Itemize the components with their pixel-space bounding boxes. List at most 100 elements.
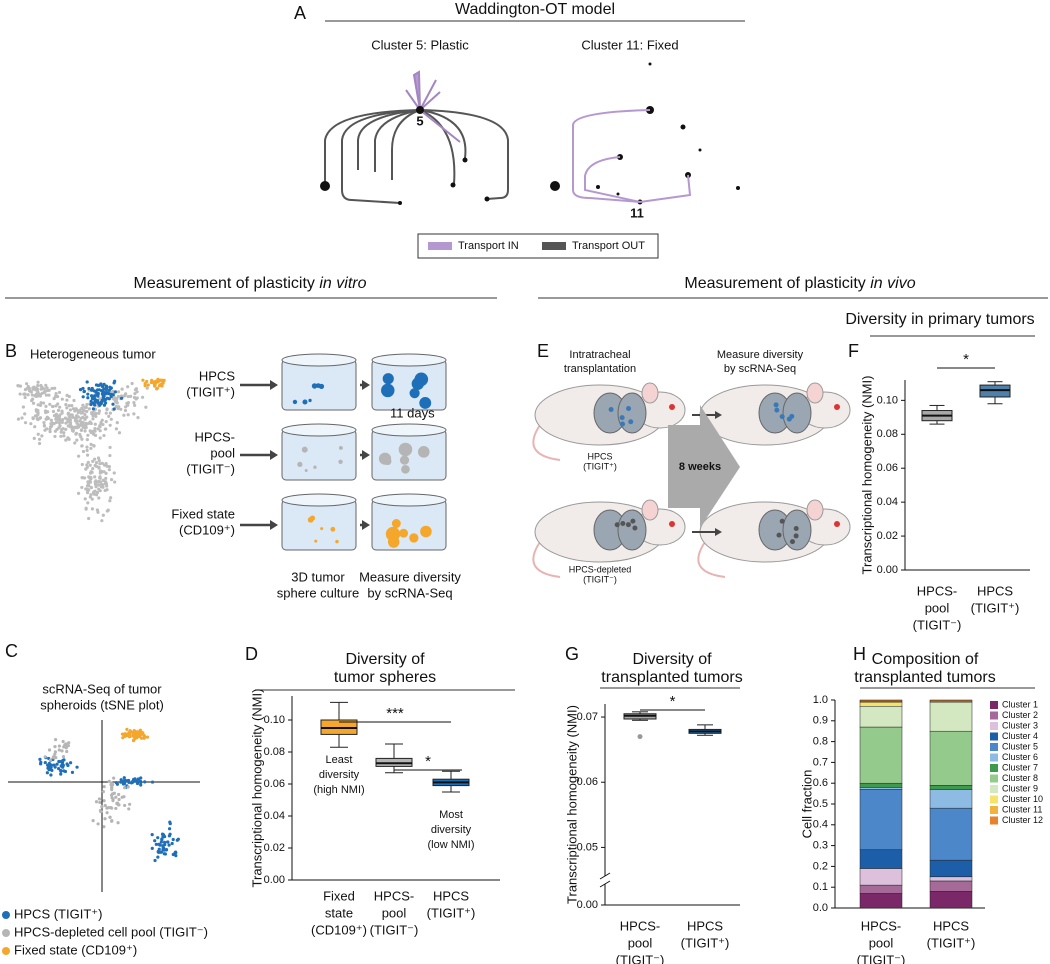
cell <box>97 458 101 463</box>
cell <box>93 400 97 404</box>
y-tick-label: 1.0 <box>813 694 828 706</box>
tumor <box>614 522 620 528</box>
cell <box>80 476 84 480</box>
legend-label: Cluster 10 <box>1002 794 1043 804</box>
cell <box>170 841 174 846</box>
tumor <box>773 402 779 408</box>
cell <box>120 387 124 391</box>
cluster-title: Cluster 5: Plastic <box>371 37 469 52</box>
cell <box>65 406 69 410</box>
cell <box>66 763 70 768</box>
legend-label: Cluster 9 <box>1002 783 1038 793</box>
cell <box>100 384 105 389</box>
cell <box>37 392 41 396</box>
cell <box>98 462 102 466</box>
cell <box>126 785 130 789</box>
note: diversity <box>319 769 360 781</box>
cell <box>96 510 100 514</box>
arrowhead <box>362 450 370 460</box>
legend-swatch <box>542 242 566 250</box>
tumor <box>625 522 631 528</box>
cell <box>62 431 66 435</box>
tumor <box>630 518 636 524</box>
cell <box>117 797 121 802</box>
cell <box>168 820 172 824</box>
cell <box>149 380 153 385</box>
cell <box>112 407 116 411</box>
cell <box>167 843 171 847</box>
cell <box>108 499 112 503</box>
cell <box>74 432 78 436</box>
legend-swatch <box>428 242 452 250</box>
step-label: by scRNA-Seq <box>724 363 796 375</box>
y-tick-label: 0.04 <box>877 496 898 508</box>
legend-swatch <box>990 732 998 741</box>
cell <box>31 387 35 391</box>
cell <box>62 434 66 438</box>
well <box>281 429 357 481</box>
cell <box>155 386 159 390</box>
cell <box>123 786 127 790</box>
cell <box>136 415 140 420</box>
cell <box>96 394 100 398</box>
cell <box>49 422 53 426</box>
cell <box>39 387 44 391</box>
bar-segment <box>859 705 903 728</box>
sphere <box>378 452 392 465</box>
chart-title: Diversity of <box>632 651 712 668</box>
cell <box>110 819 114 823</box>
cell <box>47 748 52 752</box>
cell <box>107 779 111 783</box>
legend-label: Cluster 7 <box>1002 762 1038 772</box>
cell <box>39 401 43 405</box>
cell <box>136 778 140 783</box>
cell <box>104 427 108 431</box>
cell <box>105 407 109 411</box>
legend-swatch <box>990 785 998 793</box>
sphere <box>382 373 394 385</box>
cell <box>161 844 165 848</box>
cell <box>34 388 38 392</box>
cell <box>16 417 21 421</box>
cell <box>133 733 137 737</box>
cell <box>53 738 58 742</box>
significance: * <box>425 753 431 770</box>
cell <box>34 409 39 413</box>
cell <box>157 384 162 388</box>
bar-segment <box>859 893 903 909</box>
cell <box>92 403 97 407</box>
cell <box>95 480 100 484</box>
panel-letter: H <box>853 644 866 664</box>
cell <box>56 418 60 422</box>
cell <box>76 411 80 415</box>
time-label: 8 weeks <box>679 461 721 473</box>
cell <box>49 773 53 777</box>
cell <box>89 475 93 480</box>
cell <box>157 842 161 846</box>
cell <box>111 799 115 803</box>
cell <box>105 464 109 468</box>
cell <box>116 821 120 825</box>
cell <box>140 395 145 399</box>
cell <box>99 485 103 489</box>
mouse-ear <box>806 499 824 521</box>
tumor <box>774 407 780 413</box>
cell <box>23 421 28 425</box>
cell <box>110 806 114 810</box>
cell <box>87 386 91 391</box>
cell <box>86 392 90 396</box>
x-tick-label: pool <box>382 905 407 920</box>
cell <box>98 424 102 428</box>
cell <box>104 480 108 484</box>
x-tick-label: HPCS- <box>374 888 414 903</box>
bar-segment <box>929 859 973 878</box>
cell <box>125 727 129 731</box>
cell <box>97 465 101 469</box>
mouse-tail <box>697 541 726 578</box>
axis-break <box>599 872 611 880</box>
cell <box>43 755 47 759</box>
cell <box>85 438 89 442</box>
cell <box>102 799 106 803</box>
cell <box>39 760 43 764</box>
